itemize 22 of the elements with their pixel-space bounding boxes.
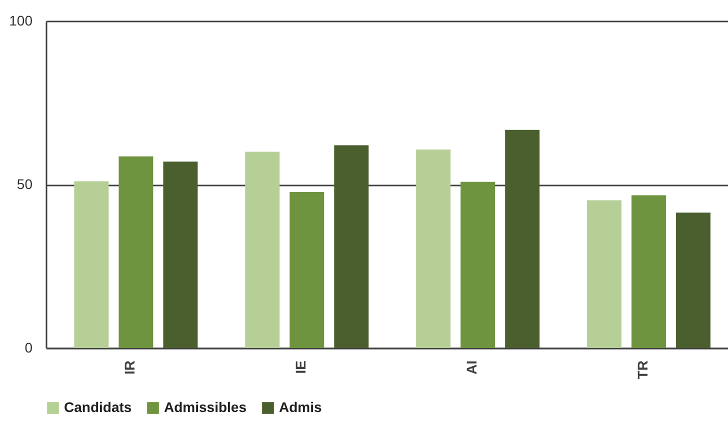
bar [118,156,154,348]
y-tick-label: 0 [24,340,33,356]
legend-label: Admissibles [164,399,247,415]
x-tick-label: TR [634,360,650,380]
bar [74,181,109,348]
legend-label: Candidats [64,399,132,415]
y-tick-label: 50 [16,176,33,192]
bar [676,212,710,348]
bar [334,145,369,348]
x-tick-label: IE [292,360,309,374]
x-tick-label: IR [122,360,138,374]
y-tick-label: 100 [9,12,33,28]
bar [586,200,622,348]
bar [290,192,324,348]
x-tick-label: AI [463,360,480,374]
bar [245,152,280,348]
bar [163,162,198,348]
bar [631,195,666,348]
bar [505,130,540,348]
bar [460,182,496,348]
legend-label: Admis [279,399,322,415]
bar [416,150,451,348]
